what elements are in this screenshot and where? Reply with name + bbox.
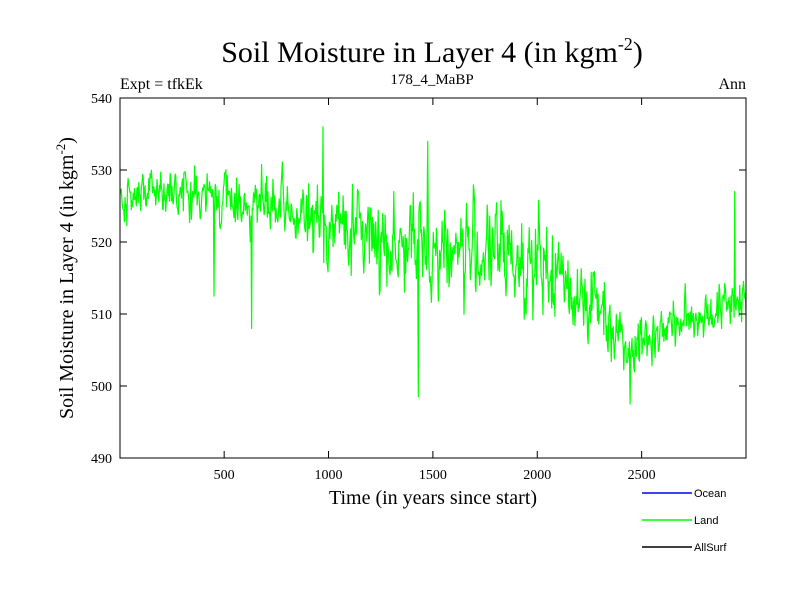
legend-allsurf-label: AllSurf (694, 542, 727, 554)
y-tick-label: 520 (91, 236, 112, 251)
y-tick-label: 530 (91, 164, 112, 179)
legend: Ocean Land AllSurf (642, 488, 727, 554)
y-tick-label: 510 (91, 308, 112, 323)
y-tick-label: 500 (91, 380, 112, 395)
run-label: 178_4_MaBP (390, 72, 473, 88)
x-tick-label: 2500 (628, 468, 656, 483)
chart-title: Soil Moisture in Layer 4 (in kgm-2) (221, 34, 643, 69)
tick-layer: 500 1000 1500 2000 2500 490 500 510 520 530 540 (91, 92, 746, 483)
x-tick-label: 500 (214, 468, 235, 483)
plot-frame (119, 97, 747, 459)
legend-ocean-label: Ocean (694, 488, 726, 500)
x-tick-label: 1500 (419, 468, 447, 483)
y-axis-label: Soil Moisture in Layer 4 (in kgm-2) (53, 137, 78, 419)
series-layer (119, 126, 747, 405)
x-axis-label: Time (in years since start) (329, 487, 537, 509)
x-tick-label: 2000 (523, 468, 551, 483)
y-tick-label: 490 (91, 452, 112, 467)
land-series-line (119, 126, 747, 405)
y-tick-label: 540 (91, 92, 112, 107)
season-label: Ann (718, 76, 746, 93)
x-tick-label: 1000 (315, 468, 343, 483)
experiment-label: Expt = tfkEk (120, 76, 203, 93)
legend-land-label: Land (694, 515, 718, 527)
